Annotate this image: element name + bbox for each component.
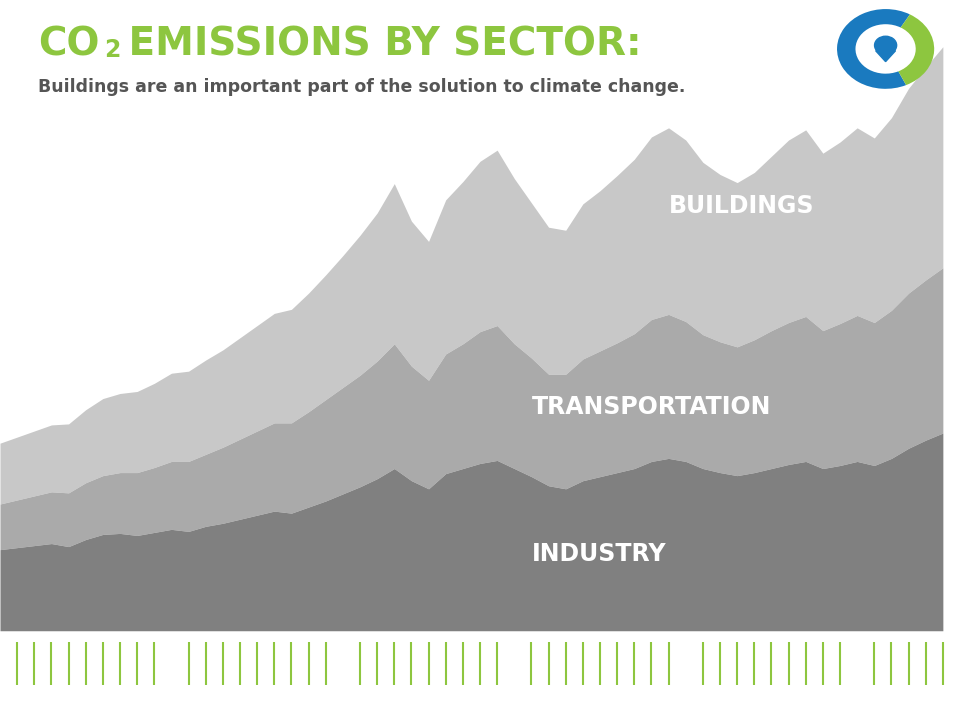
Text: BUILDINGS: BUILDINGS <box>668 194 814 218</box>
Wedge shape <box>899 14 934 85</box>
Circle shape <box>875 36 897 54</box>
Text: TRANSPORTATION: TRANSPORTATION <box>532 395 771 419</box>
Text: Buildings are an important part of the solution to climate change.: Buildings are an important part of the s… <box>38 78 685 96</box>
Text: EMISSIONS BY SECTOR:: EMISSIONS BY SECTOR: <box>115 25 642 63</box>
Text: 2: 2 <box>104 38 120 62</box>
Text: 2000: 2000 <box>822 689 892 713</box>
Text: CO: CO <box>38 25 100 63</box>
Polygon shape <box>876 51 896 62</box>
Text: INDUSTRY: INDUSTRY <box>532 542 666 566</box>
Text: 1980: 1980 <box>479 689 549 713</box>
Text: 1960: 1960 <box>136 689 206 713</box>
Circle shape <box>858 26 913 72</box>
Wedge shape <box>837 9 910 88</box>
